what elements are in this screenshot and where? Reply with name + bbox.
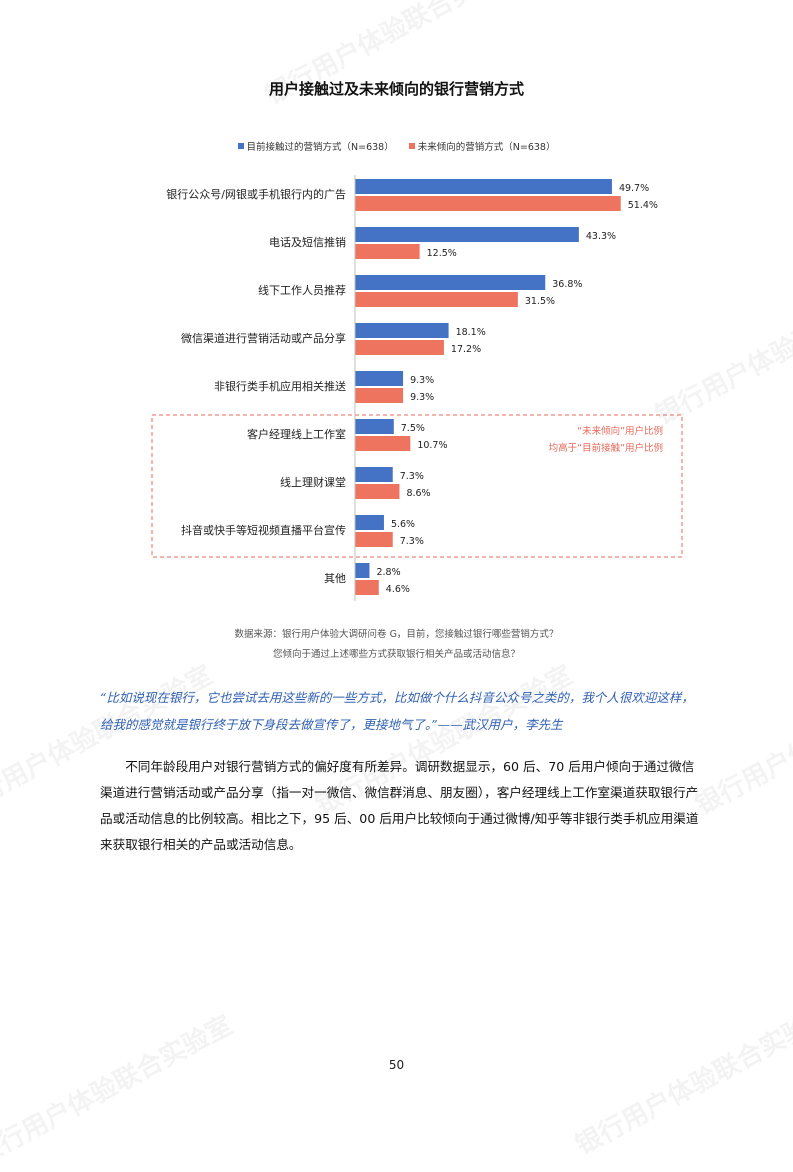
bar-current <box>355 371 404 386</box>
bar-current <box>355 179 612 194</box>
category-label: 微信渠道进行营销活动或产品分享 <box>181 331 346 345</box>
bar-current <box>355 227 579 242</box>
data-label: 36.8% <box>552 279 582 290</box>
data-label: 43.3% <box>586 231 616 242</box>
data-label: 9.3% <box>410 392 434 403</box>
bar-future <box>355 292 518 307</box>
legend-item-current: 目前接触过的营销方式（N=638） <box>237 139 394 153</box>
category-label: 电话及短信推销 <box>269 235 346 249</box>
user-quote: “比如说现在银行，它也尝试去用这些新的一些方式，比如做个什么抖音公众号之类的，我… <box>100 690 694 732</box>
legend-label-future: 未来倾向的营销方式（N=638） <box>417 142 556 153</box>
category-label: 抖音或快手等短视频直播平台宣传 <box>181 523 346 537</box>
annotation-line-2: 均高于“目前接触”用户比例 <box>549 442 663 454</box>
bar-future <box>355 436 411 451</box>
data-label: 7.3% <box>400 471 424 482</box>
bar-current <box>355 467 393 482</box>
data-label: 18.1% <box>456 327 486 338</box>
chart-legend: 目前接触过的营销方式（N=638） 未来倾向的营销方式（N=638） <box>0 139 793 153</box>
data-label: 7.5% <box>401 423 425 434</box>
source-line-2: 您倾向于通过上述哪些方式获取银行相关产品或活动信息？ <box>272 649 520 660</box>
bar-future <box>355 244 420 259</box>
watermark: 银行用户体验联合实验室 <box>568 995 793 1162</box>
page-number: 50 <box>388 1058 405 1072</box>
data-label: 10.7% <box>417 440 447 451</box>
category-label: 线下工作人员推荐 <box>258 283 346 297</box>
bar-future <box>355 580 379 595</box>
data-label: 49.7% <box>619 183 649 194</box>
bar-future <box>355 196 621 211</box>
category-label: 非银行类手机应用相关推送 <box>214 379 346 393</box>
category-label: 线上理财课堂 <box>280 475 346 489</box>
legend-swatch-future <box>408 143 415 149</box>
data-label: 9.3% <box>410 375 434 386</box>
bar-current <box>355 323 449 338</box>
bar-future <box>355 484 400 499</box>
annotation-line-1: “未来倾向”用户比例 <box>577 425 663 437</box>
category-label: 银行公众号/网银或手机银行内的广告 <box>166 187 346 201</box>
bar-current <box>355 515 384 530</box>
legend-item-future: 未来倾向的营销方式（N=638） <box>408 139 556 153</box>
bar-current <box>355 275 546 290</box>
data-label: 17.2% <box>451 344 481 355</box>
watermark: 银行用户体验联合实验室 <box>688 655 793 822</box>
source-line-1: 数据来源：银行用户体验大调研问卷 G，目前，您接触过银行哪些营销方式？ <box>234 629 559 640</box>
bar-future <box>355 340 444 355</box>
body-paragraph: 不同年龄段用户对银行营销方式的偏好度有所差异。调研数据显示，60 后、70 后用… <box>100 759 699 852</box>
bar-chart: 银行公众号/网银或手机银行内的广告 49.7% 51.4% 电话及短信推销 43.3% 1… <box>151 175 683 601</box>
data-label: 12.5% <box>427 248 457 259</box>
bar-future <box>355 532 393 547</box>
data-label: 31.5% <box>525 296 555 307</box>
category-label: 客户经理线上工作室 <box>247 427 346 441</box>
bar-future <box>355 388 404 403</box>
data-label: 2.8% <box>376 567 400 578</box>
data-label: 51.4% <box>628 200 658 211</box>
data-label: 7.3% <box>400 536 424 547</box>
watermark: 银行用户体验联合实验室 <box>0 1005 238 1172</box>
category-label: 其他 <box>324 572 346 585</box>
data-label: 4.6% <box>386 584 410 595</box>
bar-current <box>355 563 370 578</box>
data-label: 5.6% <box>391 519 415 530</box>
legend-swatch-current <box>237 143 244 149</box>
legend-label-current: 目前接触过的营销方式（N=638） <box>246 142 394 153</box>
bar-current <box>355 419 394 434</box>
data-label: 8.6% <box>406 488 430 499</box>
chart-title: 用户接触过及未来倾向的银行营销方式 <box>268 80 524 98</box>
